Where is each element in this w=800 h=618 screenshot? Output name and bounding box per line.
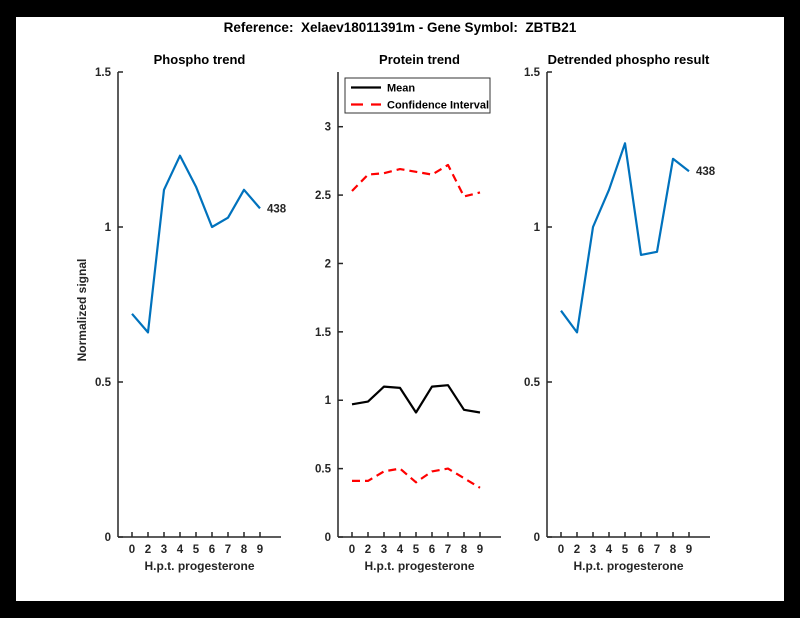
x-tick-label: 8: [670, 544, 677, 556]
series-line-438: [560, 142, 690, 334]
y-tick-label: 2.5: [315, 190, 332, 202]
y-tick-label: 0.5: [95, 377, 112, 389]
y-tick-label: 3: [325, 122, 331, 134]
y-tick-label: 2: [325, 258, 331, 270]
x-tick-label: 6: [638, 544, 644, 556]
x-tick-label: 7: [445, 544, 451, 556]
y-tick-label: 0: [105, 532, 111, 544]
subplot-title: Detrended phospho result: [548, 52, 710, 67]
x-tick-label: 5: [622, 544, 629, 556]
x-tick-label: 6: [209, 544, 215, 556]
x-tick-label: 2: [145, 544, 151, 556]
x-tick-label: 3: [590, 544, 596, 556]
series-end-label: 438: [267, 203, 287, 215]
x-tick-label: 9: [686, 544, 692, 556]
x-tick-label: 3: [161, 544, 167, 556]
legend: Mean Confidence Interval: [344, 77, 491, 114]
x-tick-label: 4: [397, 544, 404, 556]
x-tick-label: 0: [349, 544, 355, 556]
x-tick-label: 2: [574, 544, 580, 556]
y-axis-label: Normalized signal: [75, 259, 89, 362]
x-axis-label: H.p.t. progesterone: [144, 559, 254, 573]
y-tick-label: 0.5: [524, 377, 541, 389]
legend-box: [344, 77, 491, 114]
y-tick-label: 1: [325, 395, 332, 407]
x-tick-label: 0: [558, 544, 564, 556]
x-tick-label: 4: [606, 544, 613, 556]
x-tick-label: 7: [654, 544, 660, 556]
x-tick-label: 4: [177, 544, 184, 556]
series-line-438: [131, 154, 261, 334]
x-axis-label: H.p.t. progesterone: [573, 559, 683, 573]
x-tick-label: 6: [429, 544, 435, 556]
y-tick-label: 0.5: [315, 464, 332, 476]
y-tick-label: 0: [325, 532, 331, 544]
subplot-title: Protein trend: [379, 52, 460, 67]
series-end-label: 438: [696, 166, 716, 178]
x-tick-label: 2: [365, 544, 371, 556]
x-tick-label: 0: [129, 544, 135, 556]
x-axis-label: H.p.t. progesterone: [364, 559, 474, 573]
y-tick-label: 0: [534, 532, 540, 544]
y-tick-label: 1.5: [315, 327, 332, 339]
figure-title: Reference: Xelaev18011391m - Gene Symbol…: [223, 20, 577, 35]
x-tick-label: 8: [241, 544, 248, 556]
x-tick-label: 5: [193, 544, 200, 556]
legend-label: Mean: [387, 83, 415, 95]
x-tick-label: 3: [381, 544, 387, 556]
y-tick-label: 1: [105, 222, 112, 234]
y-tick-label: 1.5: [95, 67, 112, 79]
y-tick-label: 1: [534, 222, 541, 234]
x-tick-label: 9: [477, 544, 483, 556]
x-tick-label: 7: [225, 544, 231, 556]
y-tick-label: 1.5: [524, 67, 541, 79]
series-line-mean: [351, 384, 481, 414]
x-tick-label: 8: [461, 544, 468, 556]
series-line-confidence-interval-upper: [351, 163, 481, 198]
figure-canvas: Reference: Xelaev18011391m - Gene Symbol…: [16, 17, 784, 601]
x-tick-label: 5: [413, 544, 420, 556]
x-tick-label: 9: [257, 544, 263, 556]
legend-label: Confidence Interval: [387, 100, 489, 112]
series-line-confidence-interval-lower: [352, 467, 481, 489]
subplot-title: Phospho trend: [154, 52, 246, 67]
